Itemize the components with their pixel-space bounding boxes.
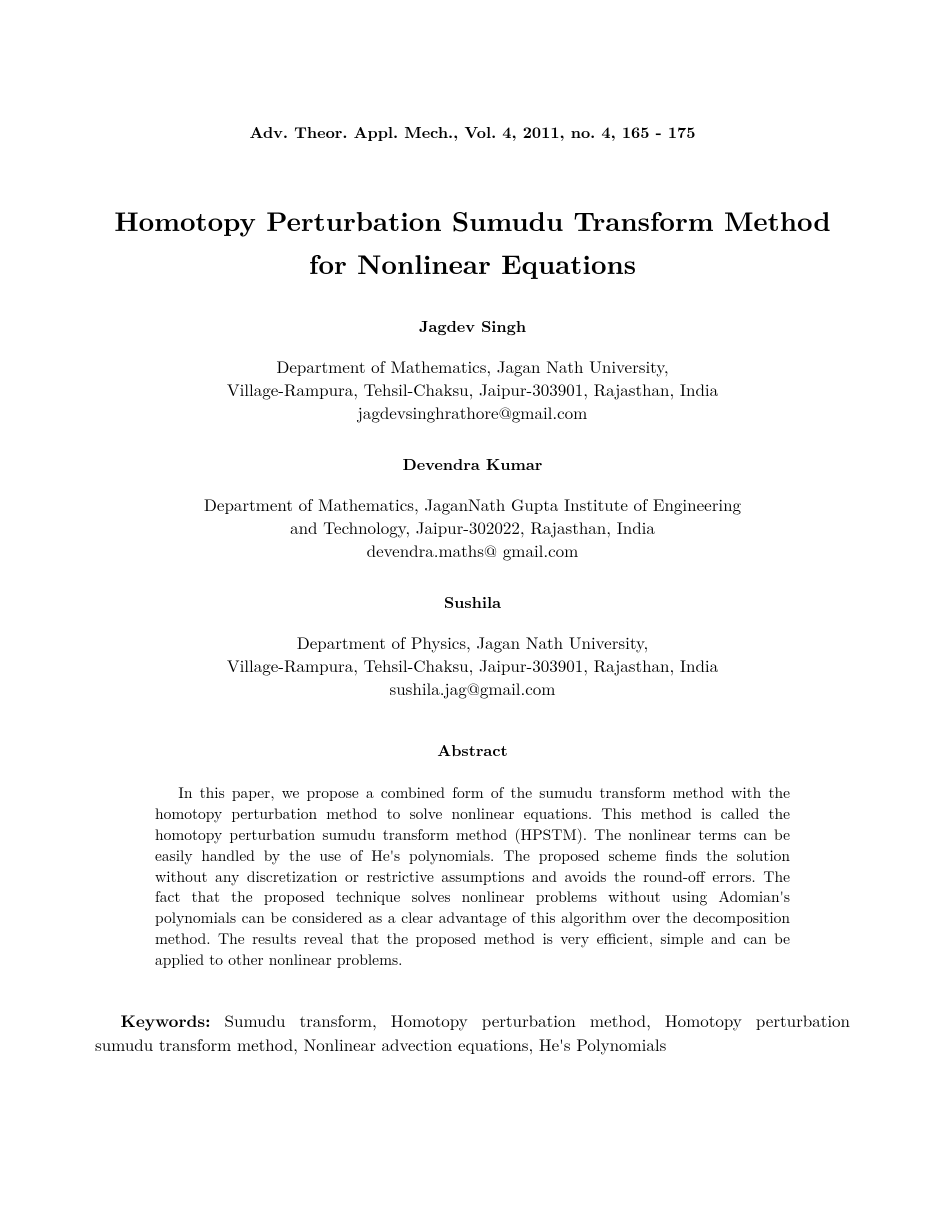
author-affiliation-2: Department of Mathematics, JaganNath Gup…: [95, 493, 850, 562]
abstract-heading: Abstract: [95, 738, 850, 761]
title-line-2: for Nonlinear Equations: [309, 243, 636, 282]
affiliation-line: Department of Physics, Jagan Nath Univer…: [297, 630, 649, 654]
title-line-1: Homotopy Perturbation Sumudu Transform M…: [114, 200, 830, 239]
keywords-section: Keywords: Sumudu transform, Homotopy per…: [95, 1009, 850, 1056]
affiliation-line: Department of Mathematics, JaganNath Gup…: [204, 492, 741, 516]
affiliation-email: jagdevsinghrathore@gmail.com: [358, 400, 588, 424]
abstract-body: In this paper, we propose a combined for…: [155, 783, 790, 971]
journal-citation: Adv. Theor. Appl. Mech., Vol. 4, 2011, n…: [95, 120, 850, 143]
author-name-2: Devendra Kumar: [95, 452, 850, 475]
author-name-1: Jagdev Singh: [95, 314, 850, 337]
author-name-3: Sushila: [95, 590, 850, 613]
affiliation-line: Village-Rampura, Tehsil-Chaksu, Jaipur-3…: [227, 653, 718, 677]
affiliation-email: devendra.maths@ gmail.com: [367, 538, 579, 562]
author-affiliation-3: Department of Physics, Jagan Nath Univer…: [95, 631, 850, 700]
affiliation-email: sushila.jag@gmail.com: [390, 676, 556, 700]
paper-title: Homotopy Perturbation Sumudu Transform M…: [95, 198, 850, 284]
author-affiliation-1: Department of Mathematics, Jagan Nath Un…: [95, 355, 850, 424]
affiliation-line: Village-Rampura, Tehsil-Chaksu, Jaipur-3…: [227, 377, 718, 401]
affiliation-line: and Technology, Jaipur-302022, Rajasthan…: [290, 515, 655, 539]
keywords-label: Keywords:: [121, 1009, 211, 1033]
affiliation-line: Department of Mathematics, Jagan Nath Un…: [276, 354, 668, 378]
